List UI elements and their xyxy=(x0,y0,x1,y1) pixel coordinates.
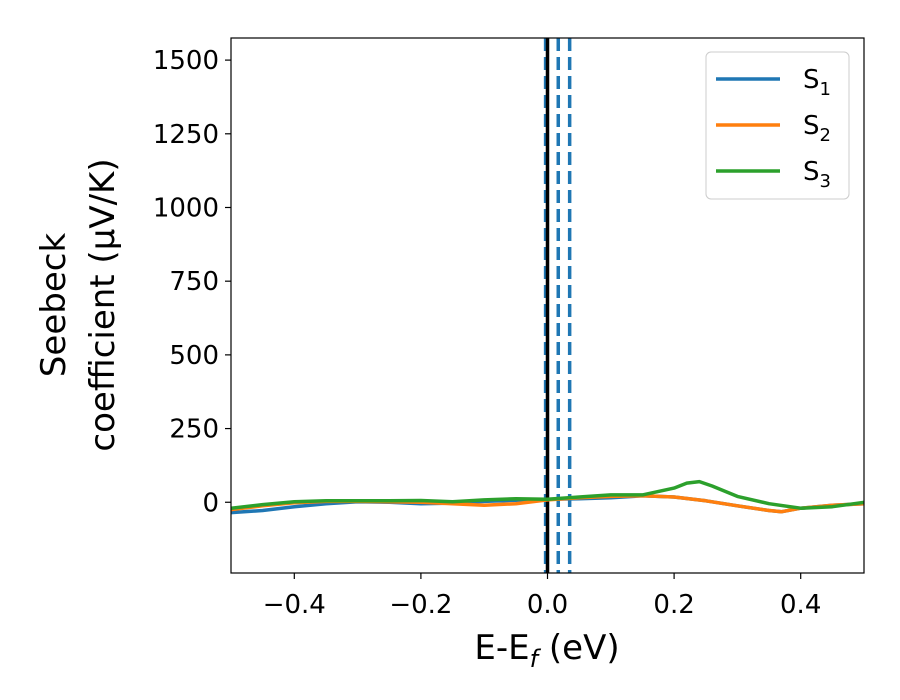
x-axis-ticks: −0.4 −0.2 0.0 0.2 0.4 xyxy=(263,573,821,620)
series-lines xyxy=(231,479,864,515)
series-line-3 xyxy=(231,479,864,510)
y-tick-label: 500 xyxy=(169,341,219,371)
y-axis-label-line1: Seebeck xyxy=(34,233,74,378)
y-tick-label: 0 xyxy=(202,488,219,518)
x-axis-label: E-Ef (eV) xyxy=(474,628,619,673)
y-tick-label: 1000 xyxy=(153,193,219,223)
y-axis-ticks: 0 250 500 750 1000 1250 1500 xyxy=(153,46,231,518)
x-axis-label-unit: (eV) xyxy=(538,628,620,668)
x-tick-label: 0.4 xyxy=(780,590,821,620)
x-tick-label: −0.4 xyxy=(263,590,326,620)
y-tick-label: 250 xyxy=(169,415,219,445)
x-tick-label: 0.2 xyxy=(653,590,694,620)
legend-label-2: S2 xyxy=(803,111,831,146)
legend-label-1: S1 xyxy=(803,65,831,100)
y-tick-label: 750 xyxy=(169,267,219,297)
legend: S1 S2 S3 xyxy=(705,51,850,200)
y-tick-label: 1250 xyxy=(153,120,219,150)
y-axis-label-line2: coefficient (μV/K) xyxy=(83,158,123,451)
y-axis-label: Seebeck coefficient (μV/K) xyxy=(34,158,123,451)
vertical-marker-lines xyxy=(543,38,572,573)
x-tick-label: 0.0 xyxy=(527,590,568,620)
legend-label-3: S3 xyxy=(803,157,831,192)
x-tick-label: −0.2 xyxy=(389,590,452,620)
y-tick-label: 1500 xyxy=(153,46,219,76)
